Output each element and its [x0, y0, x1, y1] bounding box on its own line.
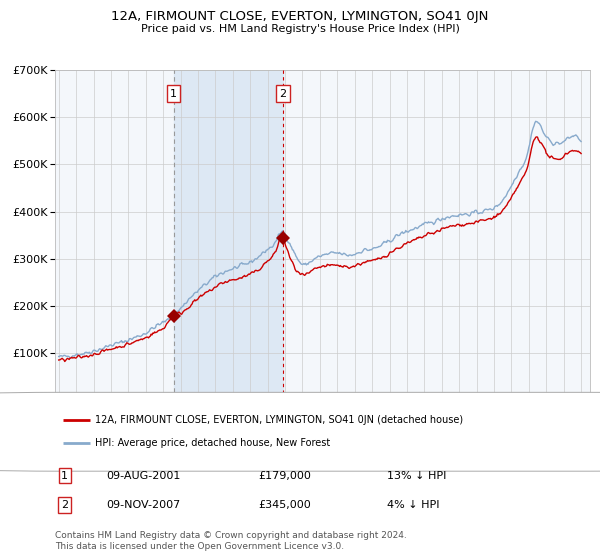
Text: HPI: Average price, detached house, New Forest: HPI: Average price, detached house, New … — [95, 438, 331, 448]
Text: 09-AUG-2001: 09-AUG-2001 — [106, 470, 181, 480]
Bar — [173, 70, 283, 400]
Text: 12A, FIRMOUNT CLOSE, EVERTON, LYMINGTON, SO41 0JN (detached house): 12A, FIRMOUNT CLOSE, EVERTON, LYMINGTON,… — [95, 416, 463, 426]
Text: £179,000: £179,000 — [259, 470, 311, 480]
Text: Contains HM Land Registry data © Crown copyright and database right 2024.: Contains HM Land Registry data © Crown c… — [55, 531, 407, 540]
Text: 12A, FIRMOUNT CLOSE, EVERTON, LYMINGTON, SO41 0JN: 12A, FIRMOUNT CLOSE, EVERTON, LYMINGTON,… — [112, 10, 488, 23]
Text: 09-NOV-2007: 09-NOV-2007 — [106, 500, 180, 510]
Text: 13% ↓ HPI: 13% ↓ HPI — [386, 470, 446, 480]
Text: Price paid vs. HM Land Registry's House Price Index (HPI): Price paid vs. HM Land Registry's House … — [140, 24, 460, 34]
FancyBboxPatch shape — [0, 393, 600, 471]
Text: 2: 2 — [279, 88, 286, 99]
Text: 1: 1 — [170, 88, 177, 99]
Text: 4% ↓ HPI: 4% ↓ HPI — [386, 500, 439, 510]
Text: £345,000: £345,000 — [259, 500, 311, 510]
Text: 1: 1 — [61, 470, 68, 480]
Text: 2: 2 — [61, 500, 68, 510]
Text: This data is licensed under the Open Government Licence v3.0.: This data is licensed under the Open Gov… — [55, 542, 344, 550]
